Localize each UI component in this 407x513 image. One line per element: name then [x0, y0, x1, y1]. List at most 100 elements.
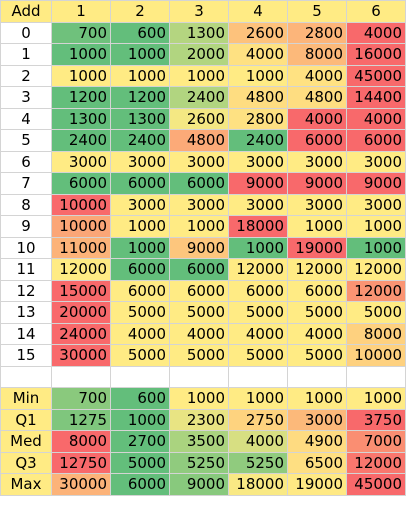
data-row-label[interactable]: 2: [0, 64, 52, 87]
value-cell[interactable]: 45000: [346, 64, 406, 87]
value-cell[interactable]: 12750: [51, 451, 111, 474]
value-cell[interactable]: 19000: [287, 236, 347, 259]
value-cell[interactable]: 9000: [287, 172, 347, 195]
header-cell-6[interactable]: 6: [346, 0, 406, 23]
empty-cell[interactable]: [51, 365, 111, 388]
value-cell[interactable]: 6000: [287, 129, 347, 152]
value-cell[interactable]: 1300: [169, 21, 229, 44]
value-cell[interactable]: 9000: [346, 172, 406, 195]
data-row-label[interactable]: 12: [0, 279, 52, 302]
value-cell[interactable]: 5000: [169, 344, 229, 367]
value-cell[interactable]: 3000: [228, 193, 288, 216]
value-cell[interactable]: 2000: [169, 43, 229, 66]
value-cell[interactable]: 6000: [110, 473, 170, 496]
data-row-label[interactable]: 9: [0, 215, 52, 238]
empty-cell[interactable]: [346, 365, 406, 388]
value-cell[interactable]: 4800: [228, 86, 288, 109]
value-cell[interactable]: 7000: [346, 430, 406, 453]
value-cell[interactable]: 3000: [287, 193, 347, 216]
data-row-label[interactable]: 5: [0, 129, 52, 152]
value-cell[interactable]: 12000: [346, 451, 406, 474]
data-row-label[interactable]: 7: [0, 172, 52, 195]
value-cell[interactable]: 10000: [51, 193, 111, 216]
value-cell[interactable]: 2600: [228, 21, 288, 44]
value-cell[interactable]: 1000: [346, 236, 406, 259]
value-cell[interactable]: 5000: [228, 301, 288, 324]
empty-cell[interactable]: [169, 365, 229, 388]
value-cell[interactable]: 4000: [287, 107, 347, 130]
value-cell[interactable]: 1000: [110, 408, 170, 431]
value-cell[interactable]: 3000: [169, 193, 229, 216]
header-cell-add[interactable]: Add: [0, 0, 52, 23]
value-cell[interactable]: 3500: [169, 430, 229, 453]
data-row-label[interactable]: 6: [0, 150, 52, 173]
data-row-label[interactable]: 1: [0, 43, 52, 66]
value-cell[interactable]: 1200: [51, 86, 111, 109]
value-cell[interactable]: 5250: [228, 451, 288, 474]
value-cell[interactable]: 1000: [51, 43, 111, 66]
empty-cell[interactable]: [0, 365, 52, 388]
value-cell[interactable]: 6000: [110, 258, 170, 281]
value-cell[interactable]: 1000: [287, 215, 347, 238]
value-cell[interactable]: 12000: [228, 258, 288, 281]
value-cell[interactable]: 5000: [287, 301, 347, 324]
value-cell[interactable]: 5000: [169, 301, 229, 324]
value-cell[interactable]: 4900: [287, 430, 347, 453]
value-cell[interactable]: 4000: [228, 322, 288, 345]
value-cell[interactable]: 6000: [169, 258, 229, 281]
value-cell[interactable]: 1000: [228, 387, 288, 410]
data-row-label[interactable]: 15: [0, 344, 52, 367]
stat-row-label[interactable]: Min: [0, 387, 52, 410]
value-cell[interactable]: 1000: [110, 215, 170, 238]
data-row-label[interactable]: 13: [0, 301, 52, 324]
value-cell[interactable]: 2700: [110, 430, 170, 453]
value-cell[interactable]: 30000: [51, 344, 111, 367]
value-cell[interactable]: 4800: [169, 129, 229, 152]
value-cell[interactable]: 8000: [287, 43, 347, 66]
value-cell[interactable]: 12000: [346, 279, 406, 302]
value-cell[interactable]: 3000: [110, 150, 170, 173]
data-row-label[interactable]: 11: [0, 258, 52, 281]
stat-row-label[interactable]: Q1: [0, 408, 52, 431]
stat-row-label[interactable]: Max: [0, 473, 52, 496]
value-cell[interactable]: 2800: [228, 107, 288, 130]
value-cell[interactable]: 20000: [51, 301, 111, 324]
data-row-label[interactable]: 4: [0, 107, 52, 130]
value-cell[interactable]: 18000: [228, 473, 288, 496]
value-cell[interactable]: 6000: [169, 172, 229, 195]
value-cell[interactable]: 1000: [110, 64, 170, 87]
value-cell[interactable]: 5000: [110, 451, 170, 474]
value-cell[interactable]: 5000: [287, 344, 347, 367]
empty-cell[interactable]: [228, 365, 288, 388]
value-cell[interactable]: 3750: [346, 408, 406, 431]
header-cell-2[interactable]: 2: [110, 0, 170, 23]
value-cell[interactable]: 1000: [169, 64, 229, 87]
value-cell[interactable]: 3000: [346, 150, 406, 173]
value-cell[interactable]: 700: [51, 21, 111, 44]
value-cell[interactable]: 1000: [51, 64, 111, 87]
value-cell[interactable]: 5000: [110, 344, 170, 367]
header-cell-5[interactable]: 5: [287, 0, 347, 23]
value-cell[interactable]: 6000: [51, 172, 111, 195]
value-cell[interactable]: 6000: [110, 172, 170, 195]
value-cell[interactable]: 3000: [51, 150, 111, 173]
data-row-label[interactable]: 0: [0, 21, 52, 44]
value-cell[interactable]: 2400: [51, 129, 111, 152]
value-cell[interactable]: 1000: [169, 215, 229, 238]
value-cell[interactable]: 5000: [346, 301, 406, 324]
value-cell[interactable]: 1000: [169, 387, 229, 410]
value-cell[interactable]: 9000: [228, 172, 288, 195]
value-cell[interactable]: 1000: [110, 43, 170, 66]
value-cell[interactable]: 4000: [110, 322, 170, 345]
value-cell[interactable]: 3000: [228, 150, 288, 173]
value-cell[interactable]: 5000: [228, 344, 288, 367]
value-cell[interactable]: 2750: [228, 408, 288, 431]
value-cell[interactable]: 9000: [169, 473, 229, 496]
value-cell[interactable]: 1000: [346, 215, 406, 238]
value-cell[interactable]: 4000: [228, 430, 288, 453]
value-cell[interactable]: 4000: [346, 107, 406, 130]
value-cell[interactable]: 1300: [51, 107, 111, 130]
value-cell[interactable]: 1200: [110, 86, 170, 109]
value-cell[interactable]: 2600: [169, 107, 229, 130]
value-cell[interactable]: 12000: [51, 258, 111, 281]
